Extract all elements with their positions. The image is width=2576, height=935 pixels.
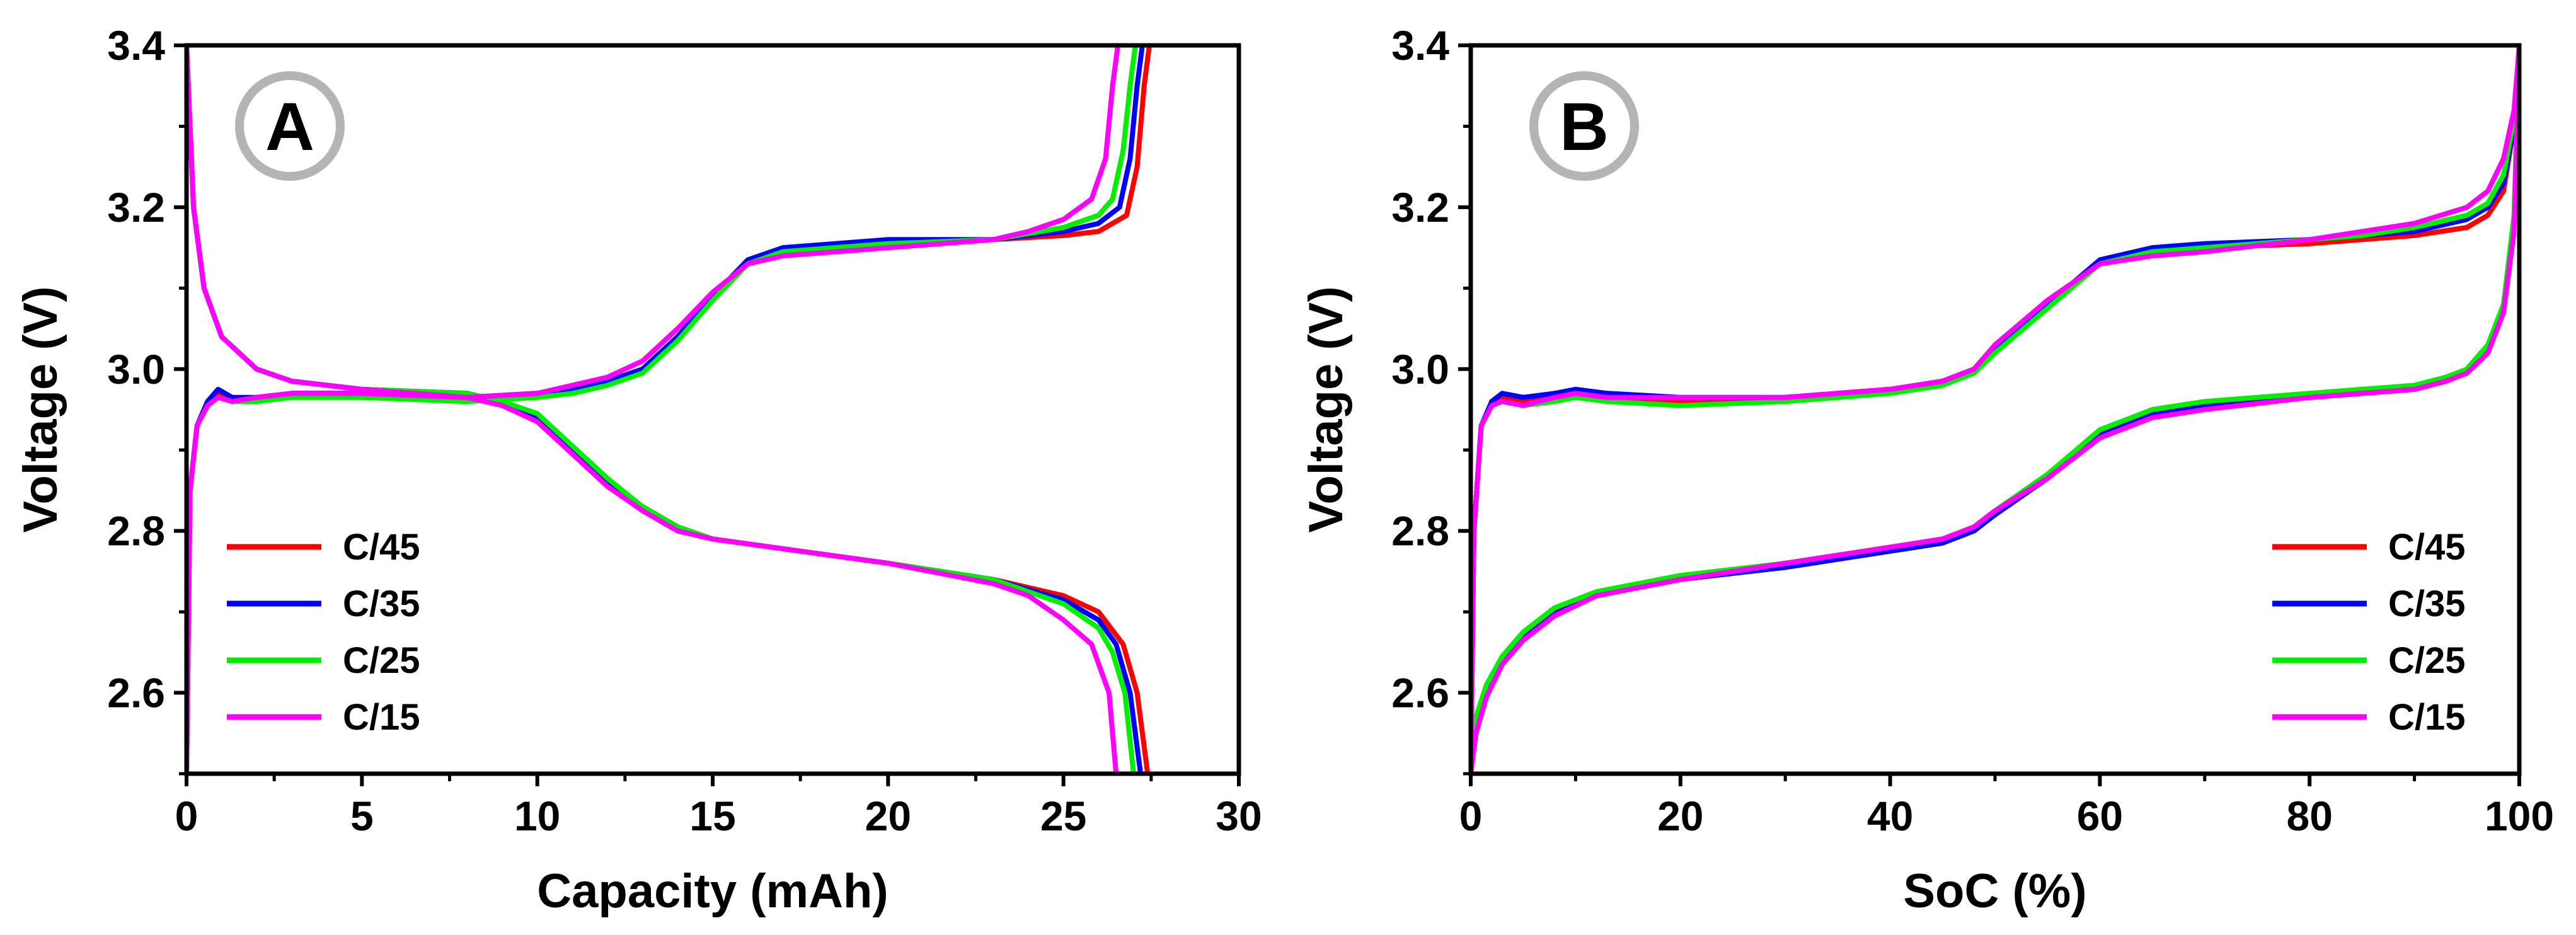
panel-b-xtick-label: 60 [2077,793,2123,839]
panel-a-xtick-label: 30 [1216,793,1262,839]
panel-b-series-C15-charge [1471,45,2519,774]
panel-b-legend-label-C15: C/15 [2388,697,2466,738]
panel-a-legend-label-C45: C/45 [343,527,420,568]
panel-b-legend-label-C35: C/35 [2388,583,2466,624]
panel-a-xtick-label: 25 [1040,793,1086,839]
panel-b-badge-label: B [1560,88,1609,164]
panel-b-xtick-label: 0 [1459,793,1483,839]
panel-b-badge-circle [1529,71,1639,181]
panel-a-legend-label-C25: C/25 [343,640,420,681]
panel-a-badge-label: A [265,88,314,164]
panel-a: 0 5 10 15 20 25 30 2.6 2.8 3.0 3.2 3.4 Capacity (mAh… [14,22,1262,918]
panel-b-series-group [1471,45,2519,774]
panel-b-ytick-label: 3.0 [1391,346,1449,393]
panel-a-series-C15-discharge [187,45,1119,774]
panel-b-xtick-label: 40 [1867,793,1913,839]
panel-b-legend-label-C25: C/25 [2388,640,2466,681]
panel-a-x-axis-title: Capacity (mAh) [537,864,888,918]
panel-a-y-axis-title: Voltage (V) [14,286,67,532]
panel-b-legend-label-C45: C/45 [2388,527,2466,568]
panel-a-ytick-label: 3.0 [107,346,165,393]
panel-a-legend-label-C35: C/35 [343,583,420,624]
panel-a-xtick-label: 20 [865,793,911,839]
panel-a-legend-label-C15: C/15 [343,697,420,738]
panel-a-xtick-label: 5 [350,793,374,839]
panel-a-series-C15-charge [187,45,1120,774]
panel-a-ytick-label: 2.6 [107,670,165,716]
panel-b: 0 20 40 60 80 100 2.6 2.8 3.0 3.2 3.4 SoC (%) Voltag… [1299,22,2554,918]
panel-b-ytick-label: 3.2 [1391,184,1449,231]
panel-b-xtick-label: 80 [2286,793,2332,839]
panel-a-xtick-label: 15 [689,793,735,839]
panel-b-xtick-label: 100 [2485,793,2554,839]
panel-b-ytick-label: 2.8 [1391,508,1449,554]
panel-b-y-axis-title: Voltage (V) [1299,286,1353,532]
panel-a-series-group [187,45,1152,774]
panel-b-ytick-label: 2.6 [1391,670,1449,716]
panel-b-x-axis-title: SoC (%) [1903,864,2086,918]
panel-b-xtick-label: 20 [1657,793,1703,839]
panel-a-xtick-label: 0 [175,793,198,839]
panel-a-series-C35-charge [187,45,1145,774]
panel-b-ytick-label: 3.4 [1391,22,1449,69]
panel-a-ytick-label: 3.2 [107,184,165,231]
panel-a-badge-circle [235,71,345,181]
panel-a-ytick-label: 2.8 [107,508,165,554]
panel-a-xtick-label: 10 [514,793,560,839]
panel-a-ytick-label: 3.4 [107,22,165,69]
panel-b-series-C15-discharge [1471,45,2519,774]
